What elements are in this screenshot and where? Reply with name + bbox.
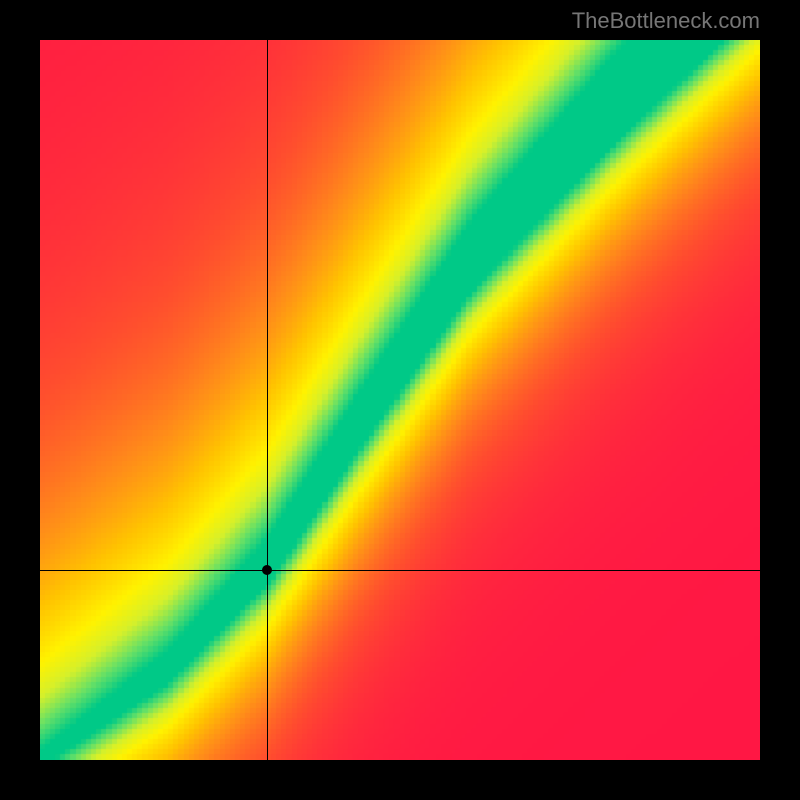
chart-frame: TheBottleneck.com bbox=[0, 0, 800, 800]
heatmap-plot bbox=[40, 40, 760, 760]
watermark-text: TheBottleneck.com bbox=[572, 8, 760, 34]
heatmap-canvas bbox=[40, 40, 760, 760]
